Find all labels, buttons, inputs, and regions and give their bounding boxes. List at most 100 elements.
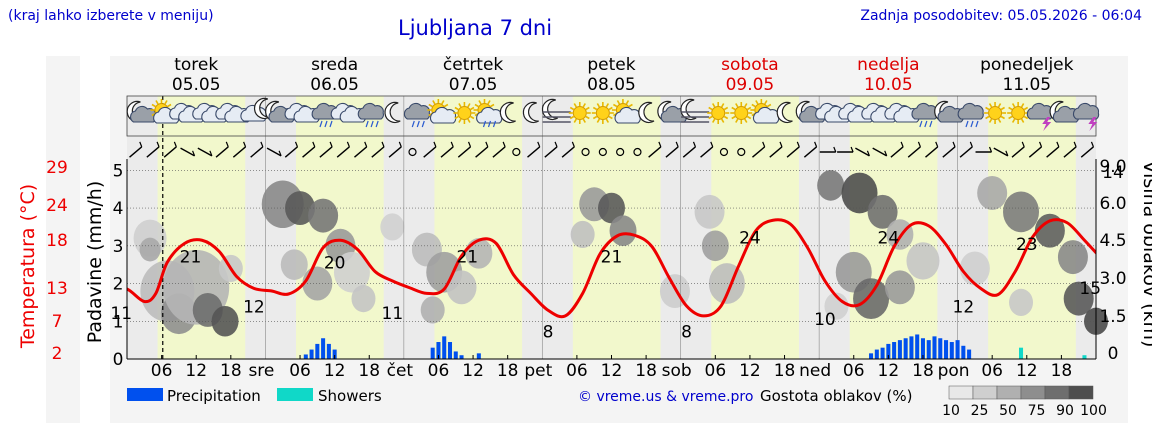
wind-barb-icon bbox=[129, 146, 143, 158]
sun-ray bbox=[1000, 106, 1005, 111]
cloud-density-patch bbox=[977, 175, 1008, 210]
wind-barb-icon bbox=[796, 141, 800, 148]
day-date: 05.05 bbox=[172, 75, 221, 95]
wind-barb-icon bbox=[682, 146, 696, 158]
cloud-height-tick-label: 4.5 bbox=[1099, 231, 1126, 251]
temperature-label: 21 bbox=[180, 247, 202, 267]
wind-barb-icon bbox=[502, 141, 506, 148]
cloud-density-patch bbox=[867, 194, 898, 229]
cloud-density-swatch bbox=[972, 385, 998, 400]
temperature-tick-label: 18 bbox=[46, 231, 68, 251]
wind-barb-icon bbox=[485, 141, 489, 148]
legend-precipitation-label: Precipitation bbox=[167, 387, 261, 405]
day-date: 10.05 bbox=[864, 75, 913, 95]
cloud-density-patch bbox=[906, 242, 940, 280]
sun-icon bbox=[734, 106, 749, 120]
wind-calm-icon bbox=[633, 147, 642, 157]
wind-barb-icon bbox=[423, 146, 437, 158]
wind-barb-icon bbox=[675, 141, 679, 148]
temperature-label: 12 bbox=[953, 298, 975, 318]
temperature-label: 23 bbox=[1016, 235, 1038, 255]
hour-tick-label: 18 bbox=[358, 361, 380, 381]
sun-ray bbox=[470, 106, 475, 111]
legend-showers-swatch bbox=[277, 388, 313, 401]
wind-barb-icon bbox=[769, 146, 783, 158]
day-name: torek bbox=[174, 55, 218, 75]
sun-ray bbox=[573, 118, 577, 123]
wind-barb-icon bbox=[925, 146, 939, 158]
rain-drop bbox=[975, 120, 979, 128]
lightning-icon bbox=[1042, 117, 1052, 131]
sun-ray bbox=[616, 100, 621, 105]
wind-barb-icon bbox=[266, 147, 282, 157]
wind-barb-icon bbox=[381, 141, 385, 148]
temperature-tick-label: 13 bbox=[46, 279, 68, 299]
precipitation-bar bbox=[955, 340, 960, 359]
wind-barb-icon bbox=[803, 146, 818, 158]
sun-ray bbox=[985, 115, 990, 120]
sun-ray bbox=[605, 103, 610, 108]
wind-barb-icon bbox=[364, 141, 368, 148]
wind-barb-icon bbox=[294, 141, 299, 148]
wind-barb-icon bbox=[786, 146, 800, 158]
wind-barb-icon bbox=[658, 141, 662, 148]
day-name: sreda bbox=[311, 55, 358, 75]
precipitation-bar bbox=[326, 343, 331, 359]
cloud-density-patch bbox=[285, 191, 316, 226]
sun-ray bbox=[569, 106, 575, 111]
temperature-tick-label: 7 bbox=[52, 312, 63, 332]
hour-tick-label: 18 bbox=[1051, 361, 1073, 381]
sun-ray bbox=[573, 103, 577, 108]
rain-drop bbox=[482, 120, 487, 128]
day-short-label: pon bbox=[938, 361, 970, 381]
precipitation-bar bbox=[476, 353, 481, 359]
temperature-label: 21 bbox=[601, 247, 623, 267]
wind-calm-icon bbox=[581, 147, 590, 157]
wind-barb-icon bbox=[850, 146, 854, 153]
sun-ray bbox=[723, 115, 729, 120]
sun-ray bbox=[596, 103, 601, 108]
precip-tick-label: 3 bbox=[113, 237, 124, 257]
sun-ray bbox=[735, 103, 739, 108]
precipitation-bar bbox=[915, 334, 920, 359]
hour-tick-label: 12 bbox=[878, 361, 900, 381]
legend-precipitation-swatch bbox=[127, 388, 163, 401]
wind-barb-icon bbox=[1028, 146, 1043, 158]
wind-barb-icon bbox=[969, 141, 973, 148]
wind-barb-icon bbox=[544, 146, 558, 158]
temperature-label: 12 bbox=[243, 298, 265, 318]
sun-icon bbox=[711, 106, 726, 120]
sun-ray bbox=[458, 103, 462, 108]
rain-drop bbox=[965, 120, 969, 128]
sun-ray bbox=[755, 100, 759, 105]
temperature-label: 8 bbox=[543, 323, 554, 343]
moon-icon bbox=[522, 101, 539, 124]
wind-barb-icon bbox=[1046, 146, 1060, 158]
temperature-label: 24 bbox=[878, 229, 900, 249]
cloud-density-swatch bbox=[948, 385, 974, 400]
wind-barb-icon bbox=[336, 146, 350, 158]
sun-ray bbox=[712, 103, 716, 108]
precipitation-bar bbox=[459, 355, 464, 359]
cloud-density-patch bbox=[308, 198, 339, 233]
cloud-density-patch bbox=[280, 249, 308, 280]
day-short-label: sob bbox=[662, 361, 692, 381]
wind-barb-icon bbox=[209, 150, 213, 157]
precipitation-bar bbox=[309, 349, 314, 359]
sun-ray bbox=[735, 118, 739, 123]
sun-ray bbox=[467, 118, 471, 123]
page-title: Ljubljana 7 dni bbox=[398, 16, 553, 40]
precipitation-bar bbox=[967, 349, 972, 359]
wind-barb-icon bbox=[173, 141, 177, 148]
hour-tick-label: 18 bbox=[220, 361, 242, 381]
sun-ray bbox=[988, 118, 993, 123]
sun-ray bbox=[605, 118, 610, 123]
sun-ray bbox=[592, 115, 598, 120]
sun-ray bbox=[467, 103, 471, 108]
precipitation-bar bbox=[453, 351, 458, 359]
hour-tick-label: 18 bbox=[497, 361, 519, 381]
sun-icon bbox=[595, 106, 610, 120]
cloud-height-tick-label: 6.0 bbox=[1099, 194, 1126, 214]
sun-ray bbox=[1023, 106, 1029, 111]
